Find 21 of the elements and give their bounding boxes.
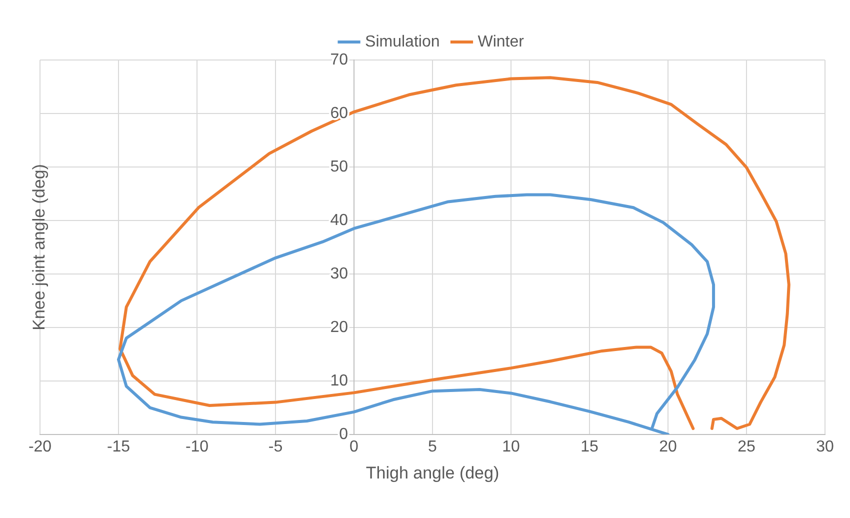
legend-label: Simulation: [365, 33, 440, 50]
y-tick-label: 0: [339, 426, 348, 443]
x-tick-label: -20: [28, 438, 52, 456]
x-tick-label: 25: [738, 438, 756, 456]
x-tick-label: -15: [106, 438, 130, 456]
x-tick-label: 15: [580, 438, 598, 456]
y-tick-label: 10: [330, 372, 348, 390]
x-tick-label: 30: [816, 438, 834, 456]
legend-label: Winter: [478, 33, 525, 50]
y-tick-label: 30: [330, 265, 348, 282]
x-tick-label: -5: [268, 438, 283, 456]
y-tick-label: 50: [330, 158, 348, 176]
y-tick-label: 40: [330, 212, 348, 229]
x-tick-label: 5: [428, 438, 438, 456]
y-axis-title: Knee joint angle (deg): [30, 164, 49, 330]
x-tick-label: 10: [502, 438, 520, 456]
x-tick-label: 20: [659, 438, 677, 456]
x-axis-title: Thigh angle (deg): [366, 463, 500, 482]
y-tick-label: 20: [330, 318, 348, 336]
x-tick-label: -10: [185, 438, 209, 456]
y-tick-label: 70: [330, 51, 348, 68]
